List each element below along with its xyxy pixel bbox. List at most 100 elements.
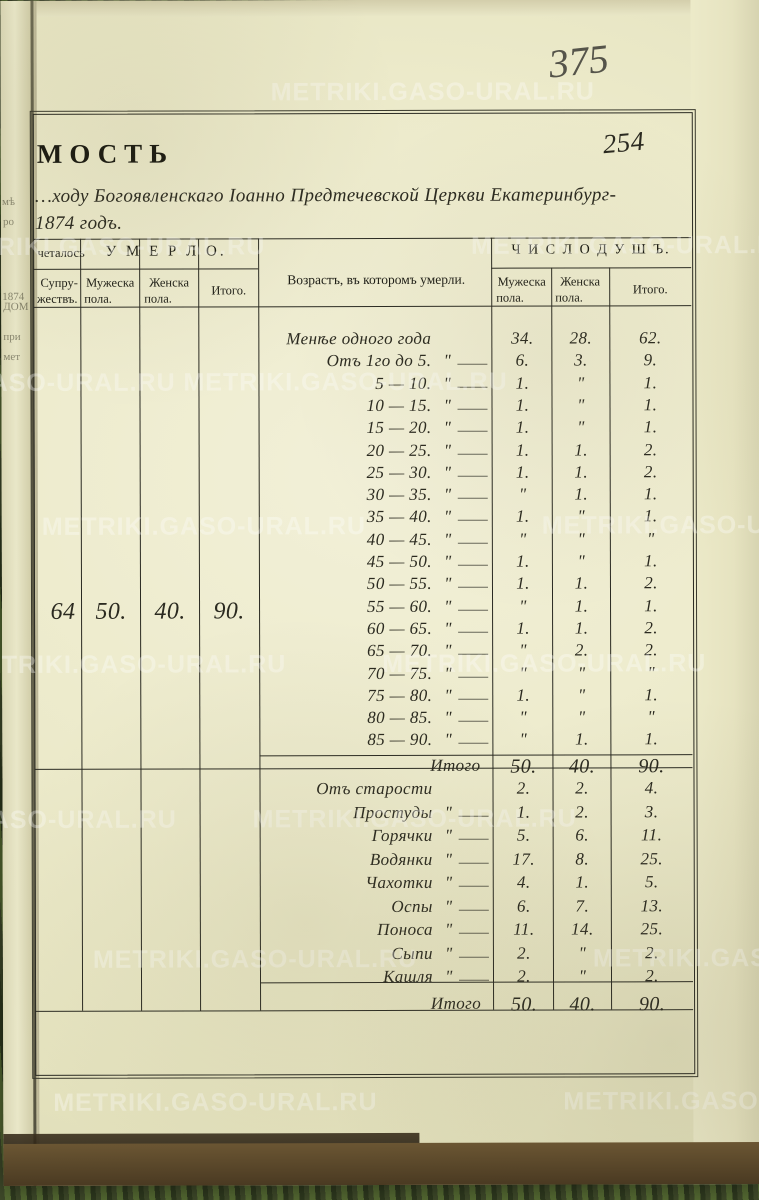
cause-male: 5. (516, 825, 531, 845)
age-male: 1. (515, 373, 530, 393)
age-male: " (519, 730, 528, 750)
cause-ditto: " (444, 802, 453, 822)
gutter-ghost-text-3: ро (3, 215, 15, 228)
cause-total: 4. (644, 778, 659, 798)
age-female: " (577, 685, 586, 705)
age-label: 40 — 45. (366, 529, 432, 549)
cause-total-female: 40. (569, 992, 596, 1016)
age-leader (457, 453, 488, 455)
age-male: 1. (515, 395, 530, 415)
cause-total: 25. (640, 919, 664, 939)
age-ditto: " (443, 373, 452, 393)
cause-leader (458, 885, 489, 887)
age-male: 1. (516, 685, 531, 705)
age-ditto: " (444, 574, 452, 594)
age-total: " (647, 707, 656, 727)
age-female: 2. (574, 640, 589, 660)
cause-ditto: " (444, 849, 453, 869)
age-male: 1. (515, 440, 530, 460)
age-total-male: 50. (510, 755, 537, 778)
cause-male: 2. (517, 943, 531, 963)
cause-ditto: " (445, 919, 453, 939)
age-label: 60 — 65. (366, 618, 433, 638)
age-label: 15 — 20. (366, 418, 432, 438)
cause-total-label: Итого (430, 993, 482, 1013)
age-ditto: " (443, 462, 452, 482)
header-muzheska-right-l1: Мужеска (497, 274, 546, 289)
cause-male: 17. (512, 849, 535, 869)
watermark: METRIKI.GASO-URAL.RU (270, 77, 595, 107)
age-total: 2. (644, 618, 658, 638)
cause-total: 25. (640, 848, 663, 868)
header-itogo-left: Итого. (211, 283, 247, 298)
header-group-chislo-dush: Ч И С Л О Д У Ш Ъ. (511, 242, 671, 258)
cause-female: 8. (575, 848, 590, 868)
cause-female: " (578, 942, 587, 962)
age-female: " (577, 551, 586, 571)
age-total: 62. (639, 328, 662, 348)
age-male: 1. (516, 618, 530, 638)
age-total: " (647, 662, 656, 682)
age-label: 10 — 15. (366, 395, 432, 415)
age-female: " (577, 417, 585, 437)
page-number-pencil: 375 (546, 35, 611, 87)
age-total: 1. (643, 372, 658, 392)
cause-total-total: 90. (638, 992, 666, 1015)
age-female: " (577, 395, 585, 415)
age-ditto: " (444, 685, 453, 705)
cause-label: Кашля (383, 966, 434, 986)
age-male: " (519, 707, 528, 727)
cause-leader (458, 932, 489, 934)
age-female: " (577, 662, 586, 682)
age-leader (457, 587, 488, 589)
age-female: 3. (574, 350, 588, 370)
age-total: 1. (643, 395, 658, 415)
age-female: 28. (569, 328, 593, 348)
age-label: 75 — 80. (367, 685, 433, 705)
cause-ditto: " (445, 943, 453, 963)
cause-male: 2. (516, 778, 531, 798)
cause-female: 14. (571, 919, 594, 939)
cause-leader (458, 815, 489, 817)
age-total-label: Итого (430, 755, 481, 775)
age-leader (457, 564, 488, 566)
age-leader (458, 676, 489, 678)
age-female: 1. (574, 573, 589, 593)
page-title: МОСТЬ (36, 138, 175, 169)
age-leader (457, 408, 488, 410)
header-zhenska-left-l2: пола. (144, 291, 172, 306)
cause-ditto: " (445, 896, 453, 916)
header-zhenska-left-l1: Женска (149, 275, 190, 290)
age-male: 6. (515, 350, 530, 370)
age-female: 1. (575, 729, 589, 749)
age-leader (458, 609, 489, 611)
age-ditto: " (444, 707, 453, 727)
cause-total: 11. (641, 825, 663, 845)
cause-leader (458, 956, 489, 958)
age-total-female: 40. (568, 755, 596, 778)
cause-male: 6. (517, 896, 531, 916)
cause-male: 4. (516, 872, 531, 892)
age-total-total: 90. (638, 754, 665, 778)
age-label: 20 — 25. (366, 440, 432, 460)
age-male: " (519, 529, 527, 549)
header-sochetalos: четалось (37, 245, 85, 260)
age-male: 1. (515, 507, 530, 527)
cause-ditto: " (445, 966, 453, 986)
gutter-ghost-text-6: мет (3, 350, 21, 363)
cause-leader (458, 862, 489, 864)
age-label: Менѣе одного года (286, 328, 432, 349)
header-zhenska-right-l1: Женска (560, 274, 601, 289)
age-leader (458, 631, 489, 633)
page-right-margin (690, 0, 759, 1185)
cause-label: Оспы (391, 896, 433, 916)
header-suprujestv-l1: Супру- (40, 275, 78, 290)
age-label: 65 — 70. (367, 641, 433, 661)
cause-label: Простуды (353, 802, 433, 822)
gutter-ghost-text-4: 1874 (2, 290, 25, 303)
age-total: 1. (644, 595, 658, 615)
age-leader (457, 475, 488, 477)
age-male: " (519, 596, 527, 616)
header-muzheska-left-l1: Мужеска (86, 275, 135, 290)
